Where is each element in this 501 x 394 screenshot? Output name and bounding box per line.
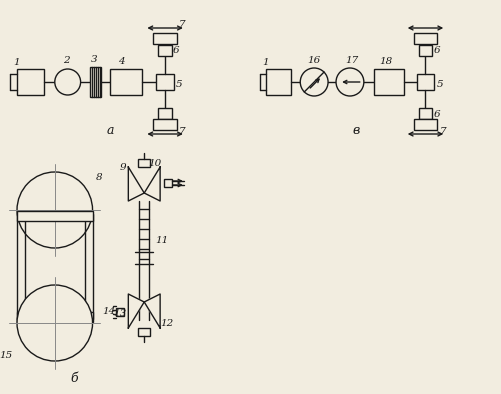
Text: 7: 7 [438, 128, 445, 136]
Text: 18: 18 [379, 56, 392, 65]
Text: 6: 6 [432, 110, 439, 119]
Text: 10: 10 [148, 158, 161, 167]
Bar [138, 328, 150, 336]
Text: 4: 4 [118, 56, 125, 65]
Circle shape [335, 68, 363, 96]
Bar [413, 33, 436, 44]
Bar [266, 69, 291, 95]
Bar [110, 69, 142, 95]
Bar [413, 119, 436, 130]
Bar [416, 74, 433, 90]
Text: 5: 5 [435, 80, 442, 89]
Bar [153, 33, 177, 44]
Text: 15: 15 [0, 351, 13, 361]
Circle shape [300, 68, 328, 96]
Text: 9: 9 [119, 162, 126, 171]
Text: 1: 1 [13, 58, 20, 67]
Text: 6: 6 [432, 45, 439, 54]
Bar [373, 69, 403, 95]
Text: 17: 17 [344, 56, 358, 65]
Text: 16: 16 [307, 56, 320, 65]
Bar [158, 45, 172, 56]
Text: 5: 5 [176, 80, 182, 89]
Bar [17, 69, 44, 95]
Text: 13: 13 [113, 310, 126, 318]
Polygon shape [144, 294, 160, 328]
Bar [156, 74, 174, 90]
Text: 8: 8 [95, 173, 102, 182]
Bar [418, 108, 431, 119]
Text: 7: 7 [179, 128, 185, 136]
Text: 7: 7 [179, 19, 185, 28]
Text: 12: 12 [160, 320, 173, 329]
Polygon shape [128, 294, 144, 328]
Text: в: в [352, 123, 359, 136]
Text: 1: 1 [262, 58, 269, 67]
Bar [138, 159, 150, 167]
Text: б: б [71, 372, 78, 385]
Bar [153, 119, 177, 130]
Polygon shape [128, 167, 144, 201]
Bar [89, 67, 101, 97]
Text: 14: 14 [102, 307, 116, 316]
Bar [418, 45, 431, 56]
Text: 11: 11 [155, 236, 168, 245]
Bar [158, 108, 172, 119]
Bar [17, 211, 92, 221]
Circle shape [17, 285, 92, 361]
Circle shape [55, 69, 81, 95]
Text: 2: 2 [63, 56, 69, 65]
Circle shape [17, 172, 92, 248]
Polygon shape [144, 167, 160, 201]
Text: 3: 3 [90, 54, 97, 63]
Bar [116, 308, 124, 316]
Text: 6: 6 [173, 45, 179, 54]
Text: а: а [107, 123, 114, 136]
Bar [164, 179, 172, 187]
Bar [17, 312, 92, 322]
